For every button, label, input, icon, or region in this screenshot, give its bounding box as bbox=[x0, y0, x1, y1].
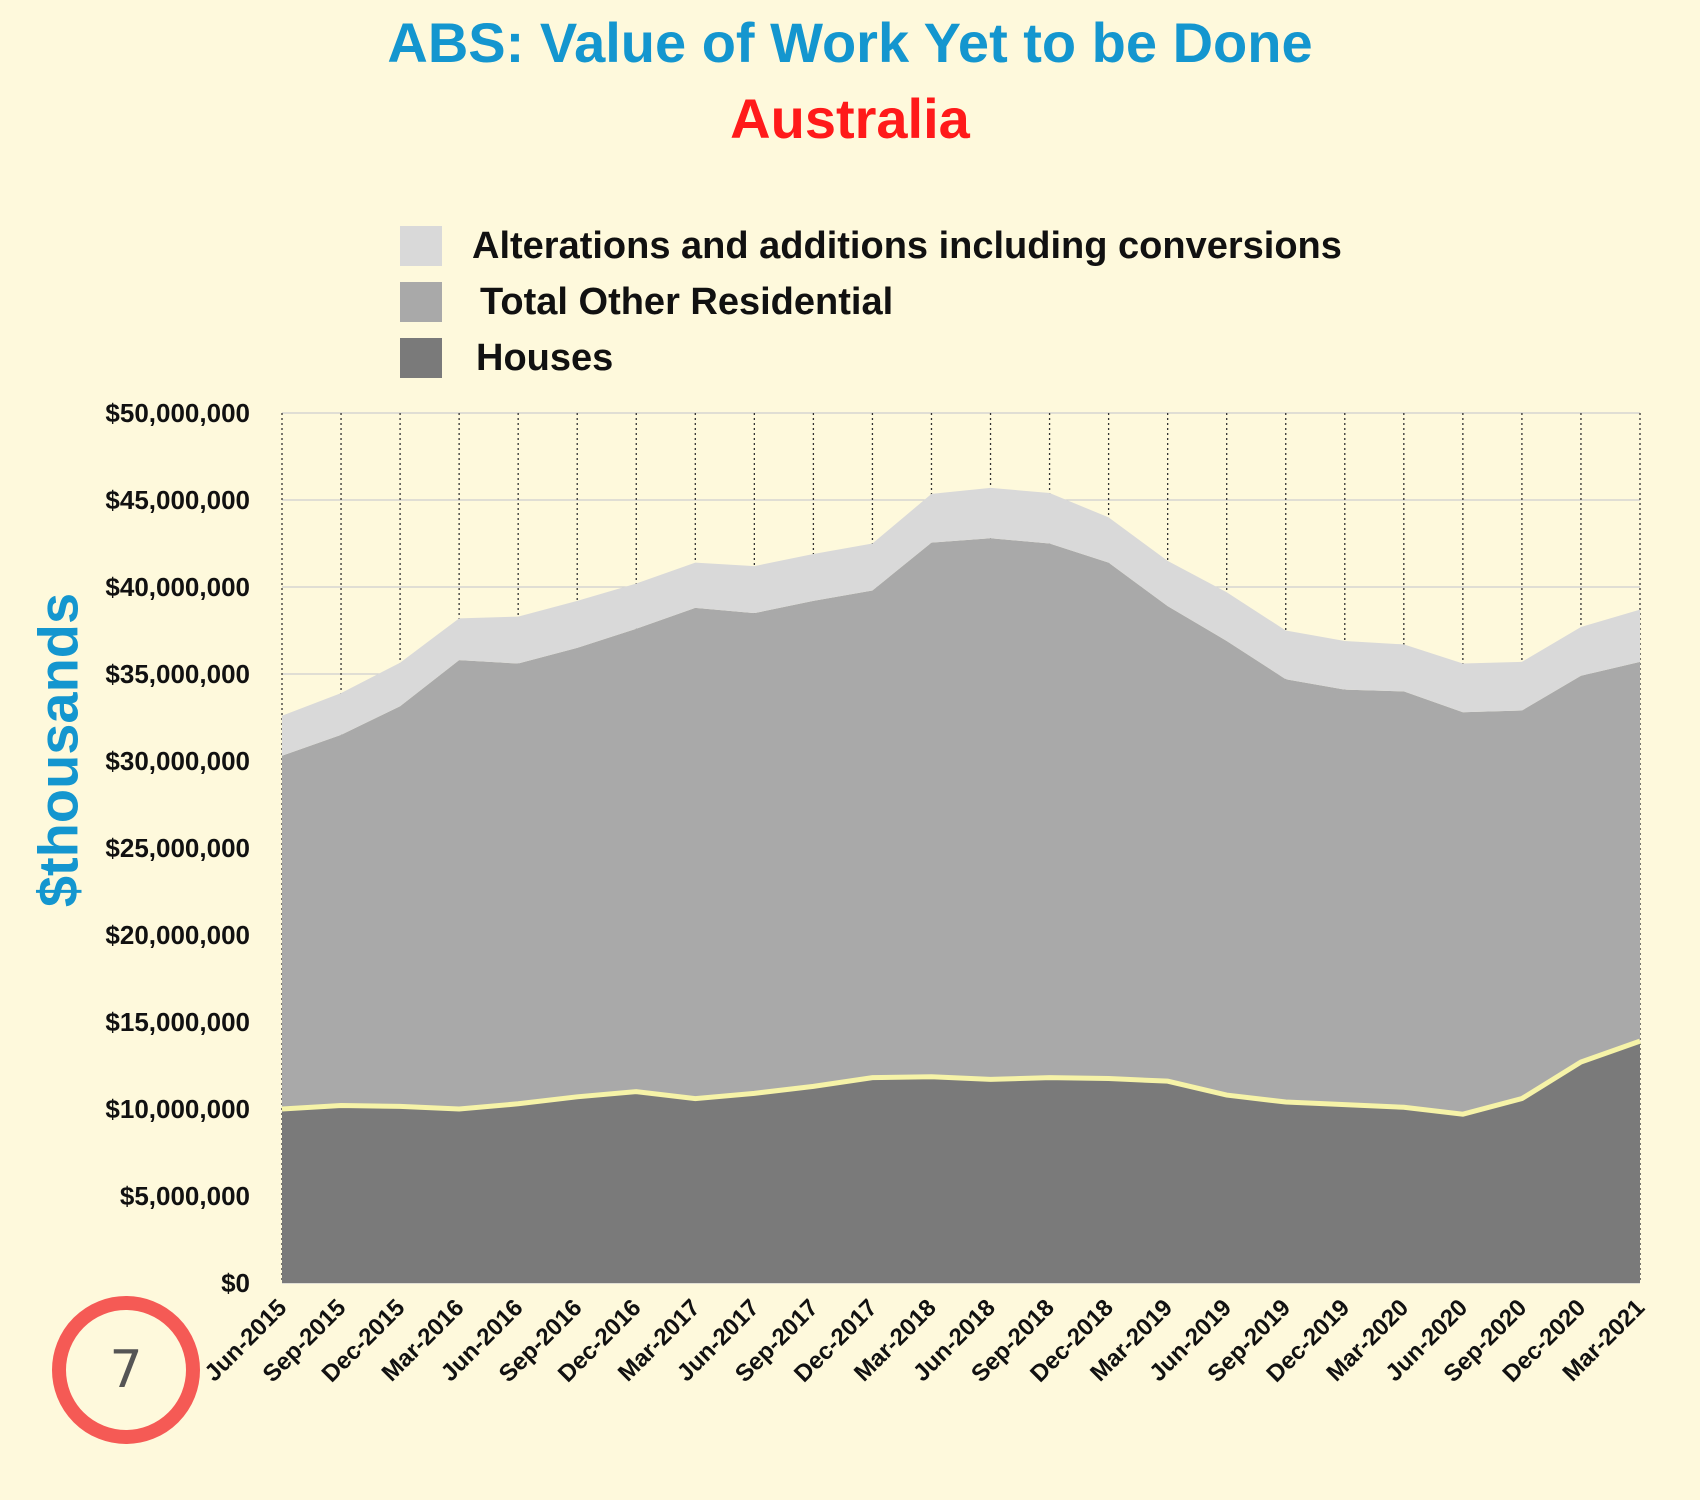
y-tick-label: $15,000,000 bbox=[105, 1007, 250, 1037]
y-tick-label: $20,000,000 bbox=[105, 920, 250, 950]
chart-areas bbox=[281, 487, 1641, 1283]
y-tick-label: $30,000,000 bbox=[105, 746, 250, 776]
legend-label-other-residential: Total Other Residential bbox=[480, 280, 894, 323]
y-tick-label: $50,000,000 bbox=[105, 398, 250, 428]
area-series-0 bbox=[282, 1041, 1640, 1283]
y-tick-label: $10,000,000 bbox=[105, 1094, 250, 1124]
legend-label-alterations: Alterations and additions including conv… bbox=[472, 224, 1342, 267]
area-series-2 bbox=[282, 487, 1640, 756]
page-number-text: 7 bbox=[109, 1340, 143, 1400]
houses-boundary-line bbox=[281, 1038, 1641, 1117]
page-number-badge: 7 bbox=[52, 1296, 200, 1444]
y-tick-label: $40,000,000 bbox=[105, 572, 250, 602]
legend-swatch-other-residential bbox=[400, 282, 442, 322]
y-tick-label: $0 bbox=[221, 1268, 250, 1298]
legend-item-other-residential: Total Other Residential bbox=[400, 274, 1342, 330]
y-tick-label: $35,000,000 bbox=[105, 659, 250, 689]
legend-item-houses: Houses bbox=[400, 330, 1342, 386]
x-axis-ticks: Jun-2015Sep-2015Dec-2015Mar-2016Jun-2016… bbox=[200, 1294, 1651, 1388]
chart-title: ABS: Value of Work Yet to be Done bbox=[387, 11, 1313, 74]
legend-swatch-alterations bbox=[400, 226, 442, 266]
y-axis-ticks: $0 $5,000,000 $10,000,000 $15,000,000 $20,00… bbox=[105, 398, 250, 1298]
y-tick-label: $45,000,000 bbox=[105, 485, 250, 515]
y-tick-label: $25,000,000 bbox=[105, 833, 250, 863]
chart-legend: Alterations and additions including conv… bbox=[400, 218, 1342, 386]
legend-swatch-houses bbox=[400, 338, 442, 378]
legend-label-houses: Houses bbox=[476, 336, 614, 379]
legend-item-alterations: Alterations and additions including conv… bbox=[400, 218, 1342, 274]
area-series-1 bbox=[282, 538, 1640, 1115]
y-tick-label: $5,000,000 bbox=[120, 1181, 250, 1211]
chart-subtitle: Australia bbox=[730, 87, 970, 150]
